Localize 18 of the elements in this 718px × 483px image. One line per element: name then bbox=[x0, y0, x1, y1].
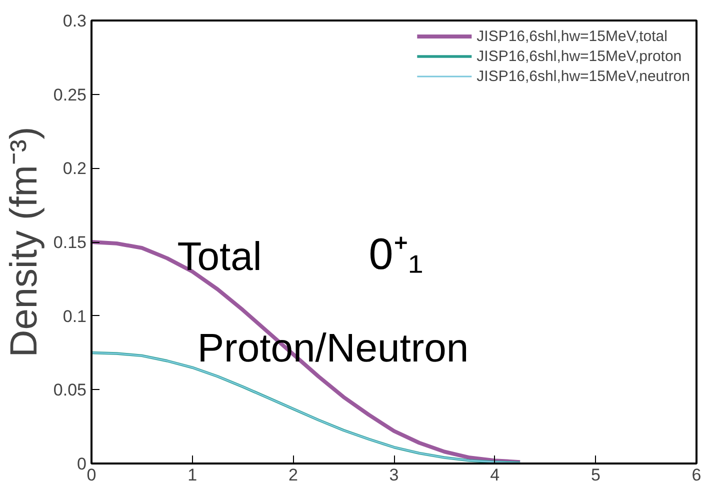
x-tick-label: 3 bbox=[389, 466, 399, 483]
y-axis-title: Density (fm⁻³) bbox=[3, 126, 46, 358]
y-tick-label: 0.3 bbox=[62, 12, 87, 30]
annotation: 0⁺₁ bbox=[368, 230, 424, 279]
annotation: Total bbox=[177, 234, 262, 279]
legend-label: JISP16,6shl,hw=15MeV,neutron bbox=[476, 68, 690, 84]
y-tick-label: 0.05 bbox=[53, 380, 87, 400]
y-tick-label: 0.1 bbox=[62, 306, 87, 326]
x-tick-label: 1 bbox=[188, 466, 198, 483]
x-tick-label: 2 bbox=[288, 466, 298, 483]
x-tick-label: 5 bbox=[590, 466, 600, 483]
y-tick-label: 0.2 bbox=[62, 159, 87, 178]
y-tick-label: 0.25 bbox=[53, 85, 87, 104]
x-tick-label: 6 bbox=[692, 466, 702, 483]
legend-label: JISP16,6shl,hw=15MeV,proton bbox=[476, 48, 682, 64]
legend-label: JISP16,6shl,hw=15MeV,total bbox=[476, 28, 668, 44]
y-tick-label: 0.15 bbox=[53, 233, 87, 252]
x-tick-label: 4 bbox=[490, 466, 500, 483]
